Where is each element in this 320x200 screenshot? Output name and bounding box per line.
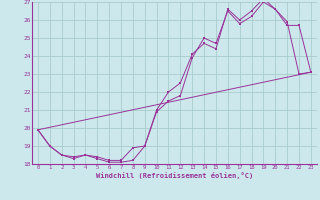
X-axis label: Windchill (Refroidissement éolien,°C): Windchill (Refroidissement éolien,°C): [96, 172, 253, 179]
